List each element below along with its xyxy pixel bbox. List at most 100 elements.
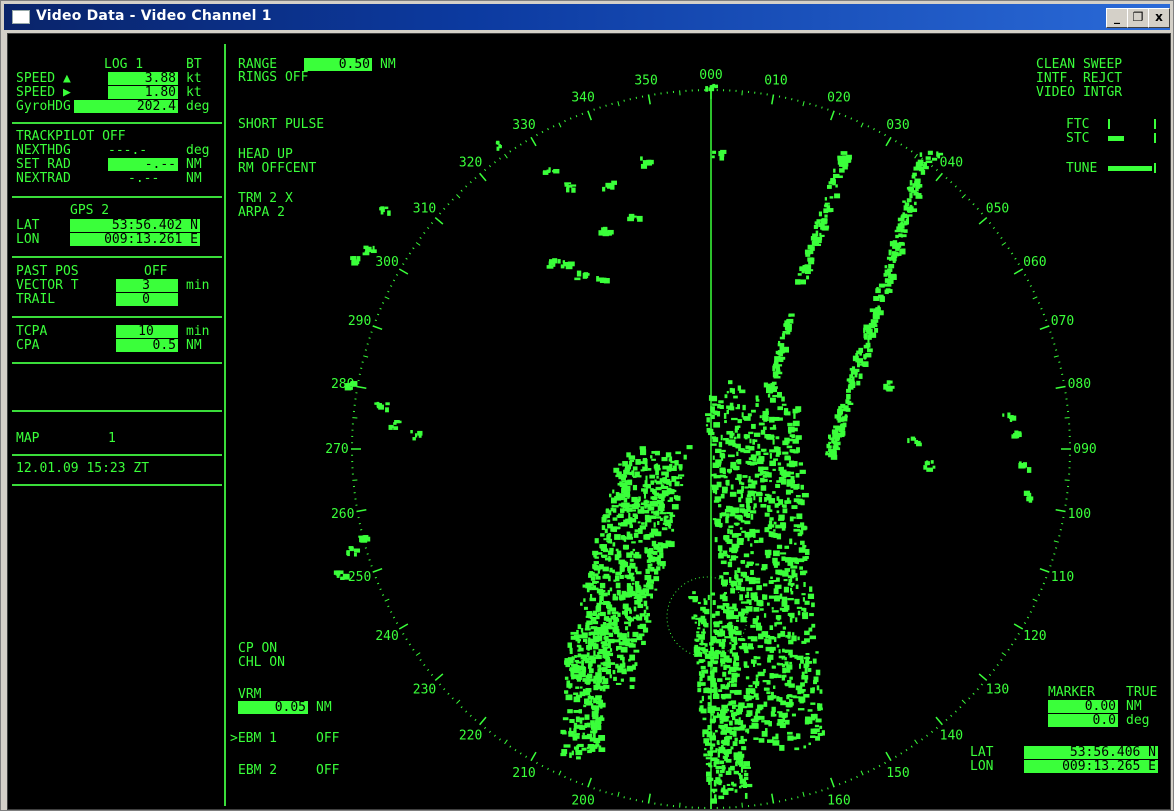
echo: [775, 615, 782, 620]
echo-target: [562, 260, 566, 264]
echo: [595, 576, 601, 580]
echo: [707, 661, 713, 667]
chl-status[interactable]: CHL ON: [238, 655, 285, 670]
bearing-tick: [1049, 331, 1052, 333]
cp-status[interactable]: CP ON: [238, 641, 278, 656]
echo: [786, 318, 794, 324]
log-mode[interactable]: BT: [186, 57, 202, 72]
clean-sweep[interactable]: CLEAN SWEEP: [1036, 57, 1123, 72]
trail-value[interactable]: 0: [116, 293, 178, 306]
echo: [634, 471, 640, 478]
setrad-value[interactable]: -.--: [108, 158, 178, 171]
rings-status[interactable]: RINGS OFF: [238, 70, 309, 85]
ftc-level[interactable]: [1108, 119, 1110, 129]
echo: [636, 616, 643, 621]
echo: [627, 533, 633, 539]
echo: [670, 460, 677, 464]
echo: [738, 720, 744, 726]
minimize-button[interactable]: _: [1106, 8, 1128, 28]
close-button[interactable]: x: [1148, 8, 1170, 28]
past-pos-value[interactable]: OFF: [144, 264, 168, 279]
echo: [722, 596, 728, 602]
bearing-tick: [827, 787, 829, 790]
echo: [647, 554, 653, 557]
bearing-tick: [850, 778, 853, 781]
echo: [771, 706, 776, 713]
title-bar[interactable]: Video Data - Video Channel 1 _ ❐ x: [4, 4, 1170, 30]
echo: [650, 563, 653, 567]
echo: [837, 410, 840, 415]
echo: [595, 672, 602, 678]
echo: [779, 593, 783, 599]
echo: [854, 372, 858, 378]
bearing-tick: [959, 189, 962, 192]
bearing-tick: [372, 325, 383, 330]
vector-value[interactable]: 3: [116, 279, 178, 292]
echo: [607, 541, 611, 544]
echo: [754, 656, 761, 660]
echo: [736, 537, 744, 542]
echo: [728, 633, 734, 639]
ebm1-value[interactable]: OFF: [316, 731, 340, 746]
trackpilot-status[interactable]: TRACKPILOT OFF: [16, 129, 126, 144]
bearing-tick: [935, 726, 938, 730]
ebm2-value[interactable]: OFF: [316, 763, 340, 778]
pulse-mode[interactable]: SHORT PULSE: [238, 117, 325, 132]
echo: [602, 548, 609, 553]
echo: [583, 704, 587, 708]
echo: [772, 685, 776, 689]
echo: [576, 675, 582, 680]
map-value[interactable]: 1: [108, 431, 116, 446]
echo: [797, 688, 802, 695]
ebm1-label[interactable]: >EBM 1: [230, 731, 277, 746]
echo: [884, 265, 888, 269]
echo: [799, 266, 804, 270]
echo: [650, 528, 658, 534]
range-value[interactable]: 0.50: [304, 58, 372, 71]
echo: [767, 494, 772, 501]
video-intgr[interactable]: VIDEO INTGR: [1036, 85, 1123, 100]
motion-mode[interactable]: RM OFFCENT: [238, 161, 317, 176]
restore-button[interactable]: ❐: [1127, 8, 1149, 28]
echo: [779, 515, 785, 520]
radar-ppi[interactable]: 000 0100200300400500600700800901001101201…: [8, 34, 1170, 809]
echo-target: [640, 163, 648, 169]
echo-target: [358, 535, 364, 538]
stc-level[interactable]: [1108, 136, 1124, 141]
echo: [734, 718, 739, 725]
bearing-tick: [415, 652, 421, 656]
echo: [784, 411, 791, 416]
echo: [728, 701, 733, 706]
echo-target: [364, 251, 370, 254]
echo: [642, 466, 648, 472]
marker-mode[interactable]: TRUE: [1126, 685, 1158, 700]
intf-rejct[interactable]: INTF. REJCT: [1036, 71, 1123, 86]
bearing-tick: [474, 176, 477, 180]
bearing-tick: [379, 588, 382, 591]
vrm-value[interactable]: 0.05: [238, 701, 308, 714]
cpa-value[interactable]: 0.5: [116, 339, 178, 352]
echo: [782, 451, 789, 455]
echo: [791, 635, 797, 642]
echo: [735, 443, 741, 449]
orientation-mode[interactable]: HEAD UP: [238, 147, 293, 162]
echo: [638, 496, 641, 501]
tcpa-value[interactable]: 10: [116, 325, 178, 338]
echo: [720, 726, 726, 730]
bearing-tick: [423, 231, 426, 234]
echo: [637, 625, 645, 629]
echo: [643, 600, 648, 607]
echo: [589, 594, 593, 600]
echo: [627, 479, 633, 486]
echo-target: [566, 185, 573, 188]
ebm2-label[interactable]: EBM 2: [238, 763, 278, 778]
echo: [643, 609, 647, 614]
bearing-tick: [390, 611, 393, 613]
tune-level[interactable]: [1108, 166, 1152, 171]
echo: [711, 750, 718, 753]
echo: [581, 747, 587, 751]
radar-screen[interactable]: 000 010 020 030 040 050 060 070 080 090 100 110 120 1…: [7, 33, 1171, 810]
echo: [758, 537, 764, 543]
bearing-tick: [519, 752, 522, 755]
echo: [657, 542, 663, 546]
